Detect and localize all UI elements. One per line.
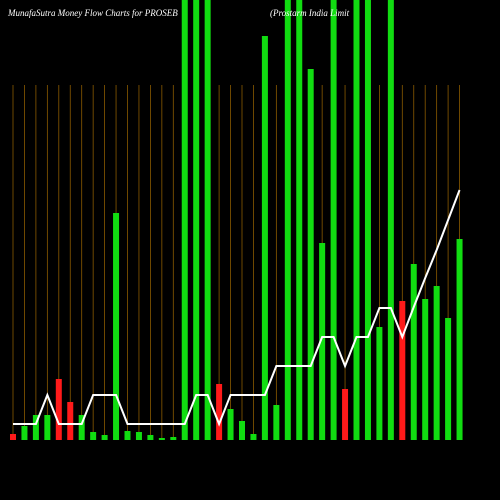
bar xyxy=(32,415,39,440)
bar xyxy=(284,0,291,440)
bar xyxy=(342,389,349,440)
bar xyxy=(216,384,223,440)
bar xyxy=(227,409,234,440)
bar xyxy=(67,402,74,440)
chart-subtitle: (Prostarm India Limit xyxy=(270,8,350,18)
bar xyxy=(239,421,245,440)
bar xyxy=(387,0,394,440)
bar xyxy=(296,0,303,440)
chart-title: MunafaSutra Money Flow Charts for PROSEB xyxy=(7,8,178,18)
bar xyxy=(204,0,211,440)
bar xyxy=(101,435,108,440)
bar xyxy=(158,438,165,440)
bar xyxy=(319,243,326,440)
bar xyxy=(181,0,188,440)
bar xyxy=(330,0,337,440)
bar xyxy=(456,239,463,440)
bar xyxy=(250,434,257,440)
trend-line xyxy=(13,189,461,427)
bar xyxy=(307,69,314,440)
bar xyxy=(433,286,440,440)
bar xyxy=(135,432,142,440)
bar xyxy=(90,432,97,440)
bar xyxy=(193,0,200,440)
bar xyxy=(44,415,51,440)
bar xyxy=(353,0,360,440)
bar xyxy=(376,327,383,440)
bar xyxy=(10,434,16,440)
bar xyxy=(399,301,406,440)
bar xyxy=(170,437,177,440)
bar xyxy=(445,318,452,440)
bar xyxy=(55,379,62,440)
bar xyxy=(147,435,154,440)
bar xyxy=(113,213,120,440)
bar xyxy=(124,431,131,440)
bar xyxy=(364,0,371,440)
bar xyxy=(78,415,85,440)
bar xyxy=(273,405,280,440)
bar xyxy=(21,426,28,440)
bar xyxy=(422,299,429,440)
bar xyxy=(261,36,268,440)
bar xyxy=(410,264,417,440)
